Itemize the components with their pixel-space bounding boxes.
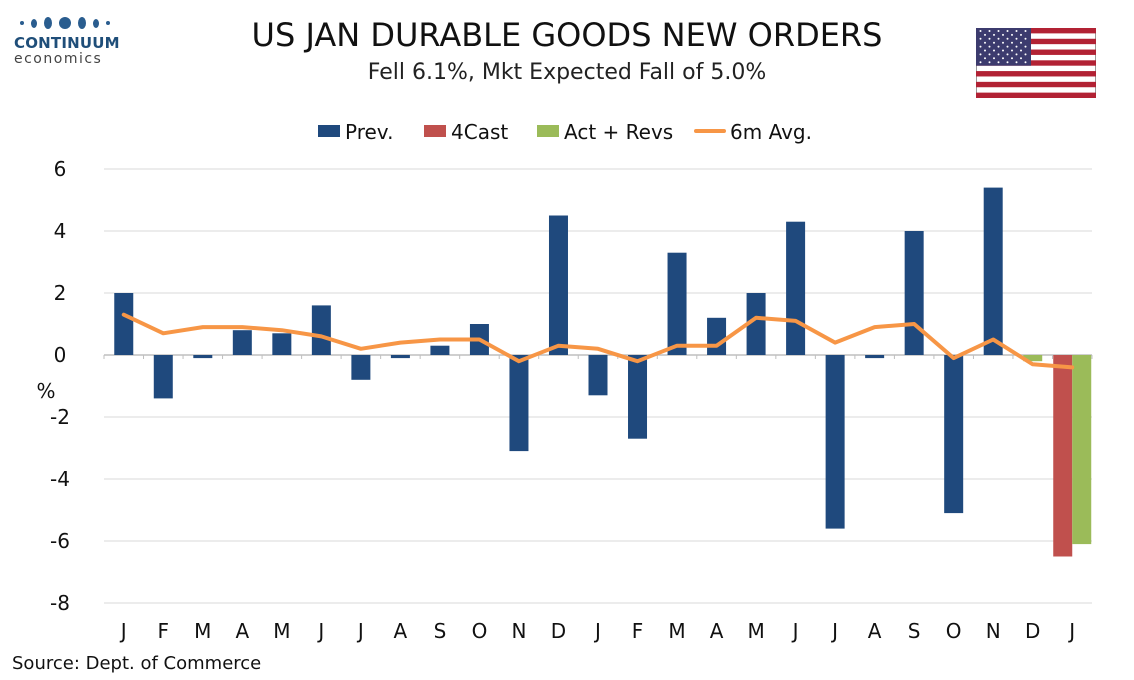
bar-prev: [232, 330, 252, 355]
bars-group: [114, 187, 1092, 557]
brand-name: CONTINUUM: [14, 34, 120, 52]
y-axis-ticks: 6 4 2 0 -2 -4 -6 -8: [50, 157, 70, 615]
bar-prev: [707, 317, 727, 355]
x-tick-label: N: [986, 619, 1001, 643]
x-tick-label: J: [119, 619, 127, 643]
bar-act-revs: [1072, 355, 1092, 545]
x-tick-label: M: [194, 619, 211, 643]
x-tick-label: M: [273, 619, 290, 643]
x-tick-label: O: [946, 619, 962, 643]
x-tick-label: S: [908, 619, 921, 643]
legend-label: 4Cast: [451, 120, 508, 144]
avg-line-group: [121, 312, 1075, 370]
legend-swatch: [318, 125, 340, 137]
brand-tagline: economics: [14, 51, 103, 67]
x-tick-label: A: [394, 619, 408, 643]
bar-prev: [865, 355, 885, 359]
bar-prev: [825, 355, 845, 529]
bar-prev: [114, 293, 134, 355]
brand-logo: CONTINUUM economics: [14, 14, 134, 67]
chart-subtitle: Fell 6.1%, Mkt Expected Fall of 5.0%: [367, 60, 767, 85]
x-tick-label: O: [472, 619, 488, 643]
legend-swatch: [424, 125, 446, 137]
x-tick-label: J: [1067, 619, 1075, 643]
legend-swatch: [537, 125, 559, 137]
x-tick-label: J: [791, 619, 799, 643]
x-tick-label: M: [747, 619, 764, 643]
bar-prev: [983, 187, 1003, 355]
x-tick-label: A: [710, 619, 724, 643]
y-tick-label: 6: [54, 157, 67, 181]
x-tick-label: S: [434, 619, 447, 643]
bar-prev: [430, 345, 450, 355]
bar-prev: [588, 355, 608, 396]
x-tick-label: F: [632, 619, 644, 643]
bar-prev: [153, 355, 173, 399]
bar-prev: [746, 293, 766, 355]
x-tick-label: D: [551, 619, 566, 643]
bar-4cast: [1053, 355, 1073, 557]
x-tick-label: N: [511, 619, 526, 643]
bar-prev: [272, 333, 292, 355]
us-flag-icon: [976, 28, 1096, 98]
grid-lines: [103, 168, 1093, 604]
legend: Prev. 4Cast Act + Revs 6m Avg.: [318, 120, 812, 144]
y-tick-label: 2: [54, 281, 67, 305]
bar-prev: [904, 231, 924, 355]
bar-prev: [311, 305, 331, 355]
x-tick-label: A: [235, 619, 249, 643]
legend-label: 6m Avg.: [730, 120, 812, 144]
bar-prev: [944, 355, 964, 514]
bar-prev: [390, 355, 410, 359]
source-note: Source: Dept. of Commerce: [12, 653, 262, 674]
x-tick-label: A: [868, 619, 882, 643]
y-tick-label: -8: [50, 591, 70, 615]
bar-prev: [351, 355, 371, 380]
logo-dots: [14, 14, 134, 32]
y-tick-label: -2: [50, 405, 70, 429]
x-tick-label: J: [593, 619, 601, 643]
legend-label: Prev.: [345, 120, 393, 144]
x-tick-label: D: [1025, 619, 1040, 643]
bar-prev: [628, 355, 648, 439]
x-tick-label: J: [356, 619, 364, 643]
bar-prev: [786, 221, 806, 355]
x-tick-label: M: [668, 619, 685, 643]
y-tick-label: -6: [50, 529, 70, 553]
avg-line: [121, 312, 1075, 370]
y-tick-label: -4: [50, 467, 70, 491]
bar-prev: [548, 215, 568, 355]
y-tick-label: 4: [54, 219, 67, 243]
bar-prev: [509, 355, 529, 452]
x-tick-label: J: [316, 619, 324, 643]
legend-label: Act + Revs: [564, 120, 673, 144]
y-axis-label: %: [36, 379, 55, 403]
x-tick-label: J: [830, 619, 838, 643]
chart-title: US JAN DURABLE GOODS NEW ORDERS: [251, 16, 883, 54]
y-tick-label: 0: [54, 343, 67, 367]
bar-act-revs: [1023, 355, 1043, 362]
x-tick-label: F: [158, 619, 170, 643]
bar-prev: [667, 252, 687, 355]
bar-prev: [193, 355, 213, 359]
